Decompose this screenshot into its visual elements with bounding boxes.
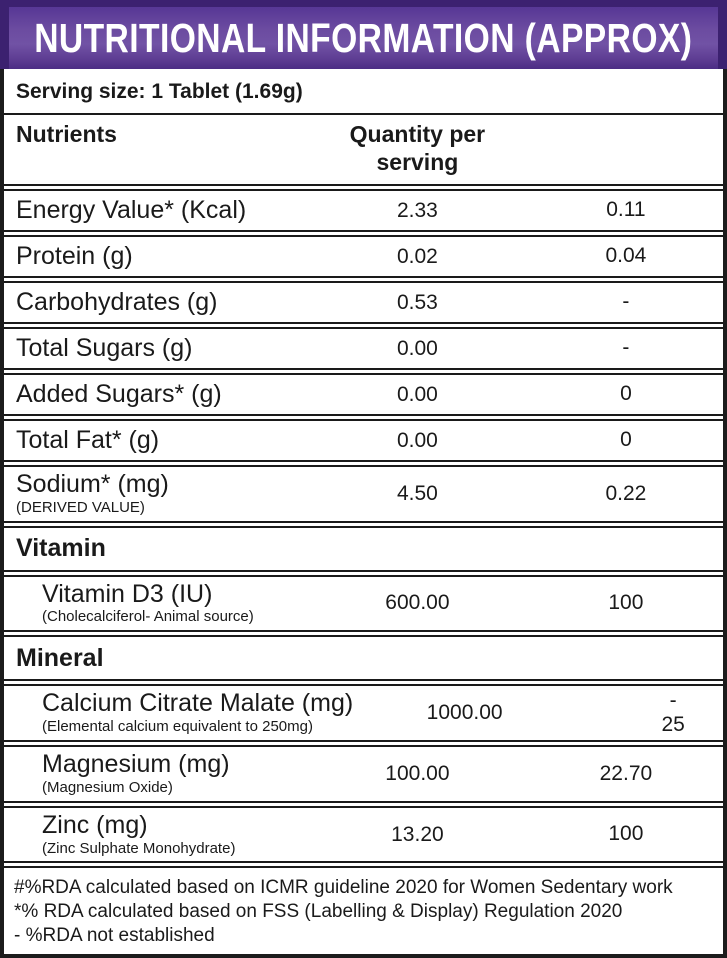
table-row: Added Sugars* (g) 0.00 0 bbox=[4, 373, 723, 416]
row-label: Carbohydrates (g) bbox=[16, 288, 218, 317]
row-rda-value: 100 bbox=[608, 822, 644, 846]
row-sublabel: (Elemental calcium equivalent to 250mg) bbox=[42, 718, 313, 736]
row-label: Total Sugars (g) bbox=[16, 334, 193, 363]
row-rda-value: 0.22 bbox=[605, 481, 647, 505]
row-sublabel: (Magnesium Oxide) bbox=[42, 779, 173, 797]
row-label-cell: Zinc (mg) (Zinc Sulphate Monohydrate) bbox=[4, 811, 306, 859]
row-label-cell: Added Sugars* (g) bbox=[4, 380, 306, 409]
nutrition-header: NUTRITIONAL INFORMATION (APPROX) bbox=[0, 0, 727, 69]
row-qty-value: 2.33 bbox=[396, 198, 438, 222]
row-label-cell: Vitamin D3 (IU) (Cholecalciferol- Animal … bbox=[4, 580, 306, 628]
table-row: Energy Value* (Kcal) 2.33 0.11 bbox=[4, 189, 723, 232]
row-label: Magnesium (mg) bbox=[42, 750, 230, 779]
row-label: Vitamin D3 (IU) bbox=[42, 579, 213, 608]
row-rda-value: - 25 bbox=[661, 689, 685, 737]
row-label: Added Sugars* (g) bbox=[16, 380, 222, 409]
row-label-cell: Energy Value* (Kcal) bbox=[4, 196, 306, 225]
row-qty-value: 0.00 bbox=[396, 428, 438, 452]
row-qty-value: 0.53 bbox=[396, 290, 438, 314]
row-qty-value: 1000.00 bbox=[426, 701, 503, 725]
table-row: Calcium Citrate Malate (mg) (Elemental ca… bbox=[4, 684, 723, 743]
section-row: Mineral bbox=[4, 635, 723, 681]
row-label-cell: Sodium* (mg) (DERIVED VALUE) bbox=[4, 470, 306, 518]
table-row: Total Sugars (g) 0.00 - bbox=[4, 327, 723, 370]
col-header-nutrients: Nutrients bbox=[16, 121, 117, 147]
section-label: Mineral bbox=[16, 643, 104, 672]
row-rda-value: 0.11 bbox=[606, 198, 646, 222]
row-label: Total Fat* (g) bbox=[16, 426, 160, 455]
row-label: Calcium Citrate Malate (mg) bbox=[42, 689, 354, 718]
col-header-quantity: Quantity per serving bbox=[349, 121, 486, 175]
row-qty-value: 13.20 bbox=[391, 822, 444, 846]
table-body: Energy Value* (Kcal) 2.33 0.11 Protein (g) 0… bbox=[4, 189, 723, 866]
row-label: Energy Value* (Kcal) bbox=[16, 196, 247, 225]
row-label-cell: Calcium Citrate Malate (mg) (Elemental ca… bbox=[4, 689, 353, 737]
row-rda-value: 0.04 bbox=[605, 244, 647, 268]
row-sublabel: (Zinc Sulphate Monohydrate) bbox=[42, 839, 236, 857]
row-rda-value: - bbox=[622, 336, 630, 360]
table-row: Carbohydrates (g) 0.53 - bbox=[4, 281, 723, 324]
row-sublabel: (Cholecalciferol- Animal source) bbox=[42, 608, 254, 626]
section-label: Vitamin bbox=[16, 534, 106, 562]
table-row: Total Fat* (g) 0.00 0 bbox=[4, 419, 723, 462]
table-row: Protein (g) 0.02 0.04 bbox=[4, 235, 723, 278]
row-label-cell: Protein (g) bbox=[4, 242, 306, 271]
row-qty-value: 4.50 bbox=[396, 481, 438, 505]
footnote-line: *% RDA calculated based on FSS (Labellin… bbox=[14, 901, 623, 923]
table-row: Zinc (mg) (Zinc Sulphate Monohydrate) 13.2… bbox=[4, 805, 723, 864]
row-rda-value: 0 bbox=[620, 428, 632, 452]
row-label-cell: Carbohydrates (g) bbox=[4, 288, 306, 317]
table-header-row: Nutrients Quantity per serving bbox=[4, 113, 723, 186]
row-qty-value: 0.00 bbox=[396, 382, 438, 406]
footnote-line: #%RDA calculated based on ICMR guideline… bbox=[14, 877, 673, 899]
row-qty-value: 100.00 bbox=[385, 762, 450, 786]
row-label: Sodium* (mg) bbox=[16, 470, 169, 498]
nutrition-header-bar: NUTRITIONAL INFORMATION (APPROX) bbox=[9, 7, 718, 69]
row-label: Zinc (mg) bbox=[42, 810, 148, 839]
row-label: Protein (g) bbox=[16, 242, 133, 271]
footnotes: #%RDA calculated based on ICMR guideline… bbox=[4, 866, 723, 953]
row-label-cell: Total Fat* (g) bbox=[4, 426, 306, 455]
row-label-cell: Total Sugars (g) bbox=[4, 334, 306, 363]
row-rda-value: 100 bbox=[608, 591, 644, 615]
table-row: Vitamin D3 (IU) (Cholecalciferol- Animal … bbox=[4, 574, 723, 632]
row-sublabel: (DERIVED VALUE) bbox=[16, 498, 145, 516]
row-rda-value: 22.70 bbox=[599, 761, 653, 785]
row-qty-value: 600.00 bbox=[385, 591, 450, 615]
serving-size-line: Serving size: 1 Tablet (1.69g) bbox=[16, 80, 303, 103]
row-qty-value: 0.00 bbox=[396, 336, 438, 360]
table-row: Sodium* (mg) (DERIVED VALUE) 4.50 0.22 bbox=[4, 465, 723, 523]
row-rda-value: 0 bbox=[620, 382, 632, 406]
row-rda-value: - bbox=[622, 290, 630, 314]
table-row: Magnesium (mg) (Magnesium Oxide) 100.00 22.… bbox=[4, 745, 723, 803]
page-title: NUTRITIONAL INFORMATION (APPROX) bbox=[34, 14, 693, 61]
row-qty-value: 0.02 bbox=[396, 244, 438, 268]
row-label-cell: Magnesium (mg) (Magnesium Oxide) bbox=[4, 750, 306, 798]
footnote-line: - %RDA not established bbox=[14, 924, 215, 946]
table-frame: Serving size: 1 Tablet (1.69g) Nutrients… bbox=[0, 69, 727, 958]
section-row: Vitamin bbox=[4, 525, 723, 572]
